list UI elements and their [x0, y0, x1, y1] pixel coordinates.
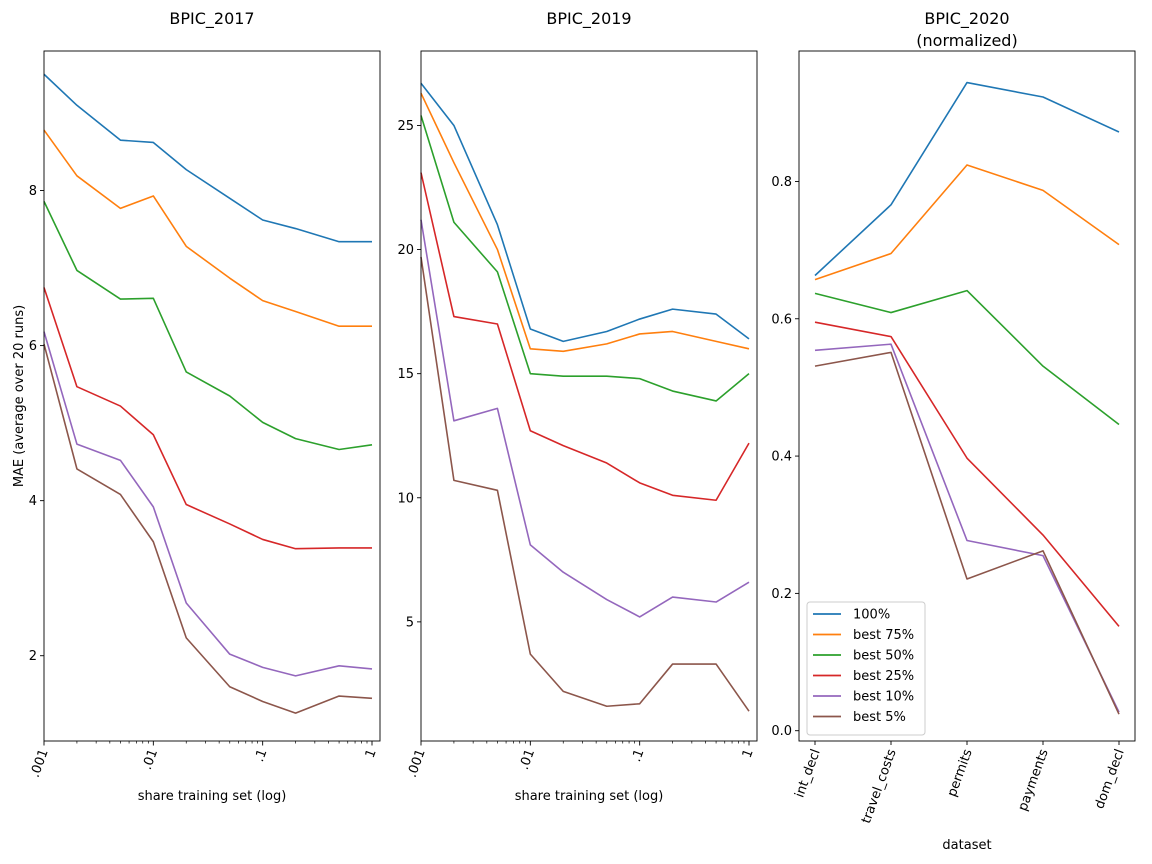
legend-entry: best 75%	[853, 628, 914, 643]
y-tick-label: 0.8	[771, 175, 792, 190]
legend-entry: best 10%	[853, 690, 914, 705]
y-tick-label: 4	[29, 494, 37, 509]
x-tick-label: travel_costs	[859, 747, 900, 826]
series-line-best-5-	[420, 256, 750, 712]
x-axis-label: share training set (log)	[138, 789, 287, 804]
legend-entry: best 50%	[853, 649, 914, 664]
series-line-best-25-	[814, 321, 1120, 627]
series-line-best-50-	[420, 115, 750, 402]
chart-panel-2: BPIC_2019 5 10 15 20 25 .001 .01 .1 1 share traini…	[397, 9, 758, 804]
y-tick-label: 10	[397, 491, 414, 506]
series-line-best-10-	[814, 343, 1120, 713]
x-axis-label: share training set (log)	[515, 789, 664, 804]
series-line-best-75-	[814, 164, 1120, 281]
y-tick-label: 0.4	[771, 450, 792, 465]
x-tick-label: permits	[945, 747, 976, 799]
chart-title: BPIC_2019	[546, 9, 631, 29]
series-line-best-25-	[43, 287, 372, 550]
x-tick-label: .001	[28, 747, 52, 779]
series-line-100-	[420, 82, 750, 343]
y-tick-label: 20	[397, 243, 414, 258]
plot-frame	[43, 50, 381, 742]
series-line-100-	[814, 81, 1120, 277]
series-line-best-50-	[814, 289, 1120, 426]
y-tick-label: 2	[29, 649, 37, 664]
x-tick-label: .1	[629, 747, 647, 764]
series-line-100-	[43, 73, 372, 243]
legend-entry: best 25%	[853, 669, 914, 684]
series-line-best-50-	[43, 201, 373, 451]
series-line-best-10-	[420, 219, 750, 618]
plot-frame	[420, 50, 758, 742]
legend-entry: 100%	[853, 608, 890, 623]
series-line-best-75-	[420, 92, 750, 353]
chart-panel-1: BPIC_2017 2 4 6 8 .001 .01 .1 1 share training se…	[12, 9, 381, 804]
x-axis-label: dataset	[942, 838, 991, 853]
series-line-best-5-	[43, 343, 373, 714]
x-tick-label: int_decl	[792, 747, 823, 800]
y-tick-label: 0.0	[771, 724, 792, 739]
x-tick-label: .01	[140, 747, 161, 772]
series-line-best-25-	[420, 172, 750, 502]
x-tick-label: .001	[405, 747, 429, 779]
x-tick-label: 1	[740, 747, 757, 760]
y-tick-label: 25	[397, 119, 414, 134]
y-tick-label: 6	[29, 339, 37, 354]
x-tick-label: .01	[517, 747, 538, 772]
series-line-best-5-	[814, 351, 1120, 715]
x-tick-label: .1	[252, 747, 270, 764]
y-tick-label: 0.6	[771, 312, 792, 327]
series-line-best-10-	[43, 331, 373, 677]
y-tick-label: 8	[29, 184, 37, 199]
chart-subtitle: (normalized)	[916, 31, 1017, 50]
series-line-best-75-	[43, 129, 372, 328]
chart-title: BPIC_2017	[169, 9, 254, 29]
x-tick-label: dom_decl	[1092, 747, 1127, 811]
chart-panel-3: BPIC_2020 (normalized) 0.0 0.2 0.4 0.6 0.8 int_…	[771, 9, 1136, 853]
y-axis-label: MAE (average over 20 runs)	[12, 305, 27, 487]
chart-title: BPIC_2020	[924, 9, 1009, 29]
legend: 100% best 75% best 50% best 25% best 10% best…	[806, 601, 926, 736]
x-tick-label: 1	[363, 747, 380, 760]
y-tick-label: 15	[397, 367, 414, 382]
legend-entry: best 5%	[853, 710, 906, 725]
y-tick-label: 0.2	[771, 587, 792, 602]
x-tick-label: payments	[1016, 747, 1052, 813]
y-tick-label: 5	[406, 615, 414, 630]
